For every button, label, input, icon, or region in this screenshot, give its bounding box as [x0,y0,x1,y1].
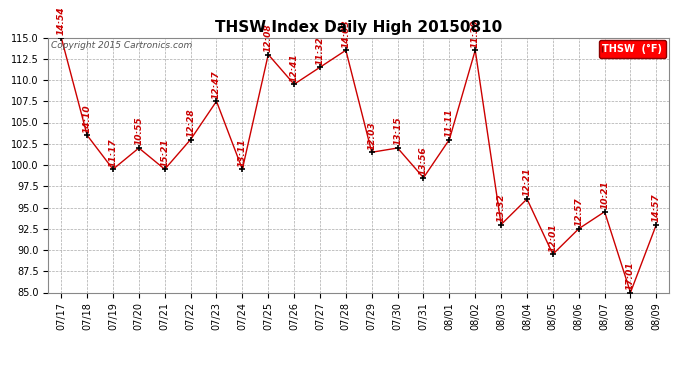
Text: 13:56: 13:56 [419,147,428,175]
Title: THSW Index Daily High 20150810: THSW Index Daily High 20150810 [215,20,502,35]
Text: 13:15: 13:15 [393,117,402,146]
Text: 14:10: 14:10 [83,104,92,133]
Text: 14:57: 14:57 [652,194,661,222]
Text: 11:17: 11:17 [108,138,117,167]
Text: 10:55: 10:55 [135,117,144,146]
Text: 14:54: 14:54 [57,6,66,35]
Text: 12:41: 12:41 [290,53,299,82]
Text: 11:32: 11:32 [315,36,324,65]
Text: 12:03: 12:03 [367,121,376,150]
Text: 12:01: 12:01 [549,223,558,252]
Text: 12:57: 12:57 [574,198,583,226]
Text: 15:21: 15:21 [160,138,169,167]
Text: 12:21: 12:21 [522,168,531,196]
Text: 13:32: 13:32 [497,194,506,222]
Text: 17:01: 17:01 [626,261,635,290]
Text: 12:47: 12:47 [212,70,221,99]
Text: 12:08: 12:08 [264,23,273,52]
Legend: THSW  (°F): THSW (°F) [599,40,667,58]
Text: 11:11: 11:11 [445,108,454,137]
Text: 13:11: 13:11 [238,138,247,167]
Text: 10:21: 10:21 [600,181,609,209]
Text: Copyright 2015 Cartronics.com: Copyright 2015 Cartronics.com [51,41,193,50]
Text: 14:03: 14:03 [342,19,351,48]
Text: 11:30: 11:30 [471,19,480,48]
Text: 12:28: 12:28 [186,108,195,137]
